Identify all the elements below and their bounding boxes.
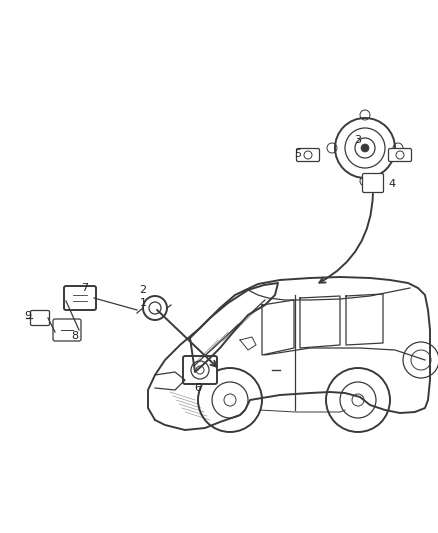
Text: 6: 6: [194, 383, 201, 393]
Text: 4: 4: [389, 179, 396, 189]
Text: 7: 7: [81, 283, 88, 293]
FancyBboxPatch shape: [31, 311, 49, 326]
Text: 3: 3: [354, 135, 361, 145]
FancyBboxPatch shape: [64, 286, 96, 310]
FancyBboxPatch shape: [389, 149, 411, 161]
FancyBboxPatch shape: [297, 149, 319, 161]
Text: 1: 1: [139, 298, 146, 308]
FancyBboxPatch shape: [183, 356, 217, 384]
FancyBboxPatch shape: [363, 174, 384, 192]
Text: 2: 2: [139, 285, 147, 295]
Circle shape: [361, 144, 369, 152]
FancyBboxPatch shape: [53, 319, 81, 341]
Text: 5: 5: [294, 149, 301, 159]
Text: 8: 8: [71, 331, 78, 341]
Text: 9: 9: [25, 311, 32, 321]
